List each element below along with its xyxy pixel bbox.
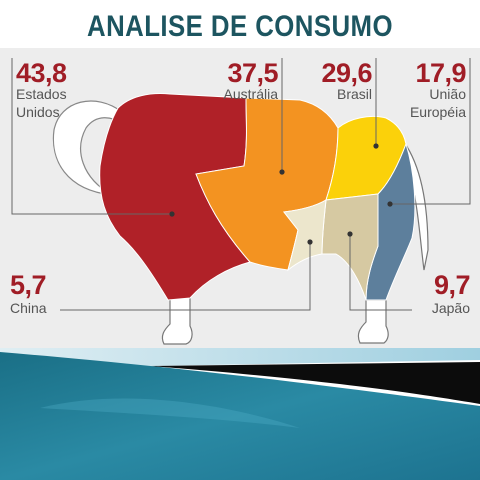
value-australia: 37,5 [227, 58, 278, 88]
leader-dot-brasil [373, 143, 379, 149]
footer-highlight [40, 398, 300, 428]
bull-front-leg [161, 295, 193, 345]
label-china: China [10, 300, 47, 316]
leader-dot-japao [347, 231, 353, 237]
leader-line-china [60, 242, 311, 311]
slide-footer-band [0, 348, 480, 480]
leader-dot-eua [169, 211, 175, 217]
page-title: ANALISE DE CONSUMO [87, 10, 393, 43]
value-china: 5,7 [10, 270, 47, 300]
value-japao: 9,7 [433, 270, 471, 300]
label-eua-line1: Estados [16, 86, 67, 102]
footer-light-stripe [0, 348, 480, 366]
cut-region-china [283, 199, 327, 272]
label-eua-line2: Unidos [16, 104, 60, 120]
value-eua: 43,8 [16, 58, 67, 88]
label-australia: Austrália [223, 86, 278, 102]
footer-dark-stripe [150, 362, 480, 404]
leader-lines [11, 58, 471, 311]
bull-back-leg [357, 299, 389, 344]
leader-dot-australia [279, 169, 285, 175]
label-japao: Japão [431, 300, 470, 316]
value-brasil: 29,6 [321, 58, 372, 88]
leader-dot-china [307, 239, 313, 245]
label-ue-line2: Européia [409, 104, 466, 120]
cut-region-ue [365, 142, 416, 301]
leader-line-eua [11, 58, 172, 215]
label-ue-line1: União [429, 86, 466, 102]
leader-line-ue [390, 58, 471, 205]
footer-teal-wave [0, 352, 480, 480]
label-brasil: Brasil [336, 86, 372, 102]
value-ue: 17,9 [415, 58, 466, 88]
leader-line-japao [349, 234, 412, 311]
leader-dot-ue [387, 201, 393, 207]
leader-dots [169, 143, 393, 245]
